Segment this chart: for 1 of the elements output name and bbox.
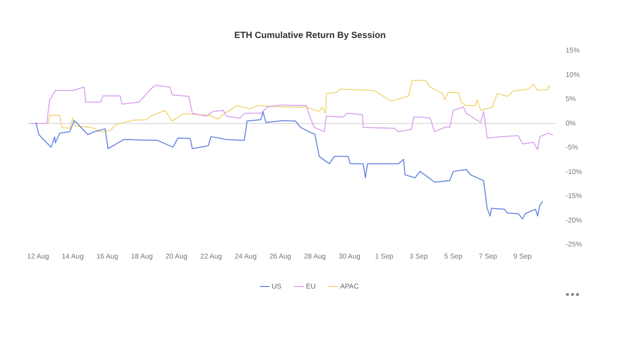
chart-title: ETH Cumulative Return By Session	[234, 30, 386, 40]
